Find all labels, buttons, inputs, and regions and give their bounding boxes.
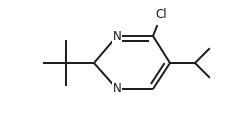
Text: N: N: [112, 83, 121, 96]
Text: N: N: [112, 30, 121, 42]
Text: Cl: Cl: [155, 7, 166, 21]
